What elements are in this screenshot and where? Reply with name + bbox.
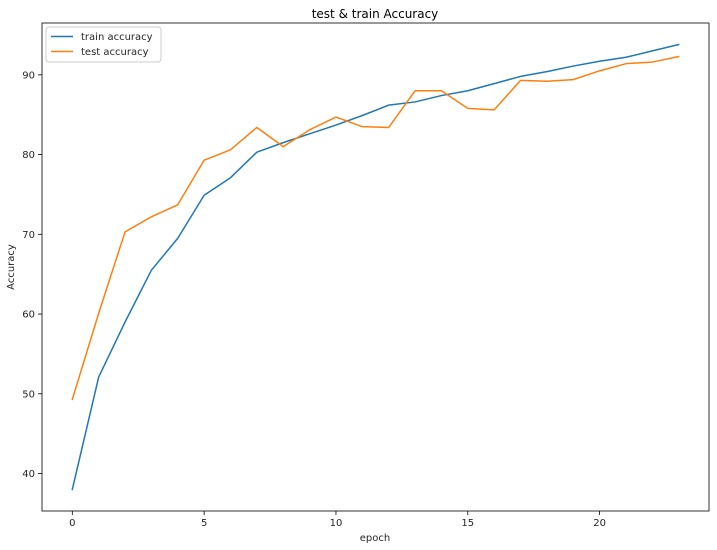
plot-frame <box>41 22 710 512</box>
y-tick-label: 90 <box>22 70 35 81</box>
x-tick-label: 20 <box>593 518 606 529</box>
legend-label-test: test accuracy <box>81 47 149 58</box>
y-axis-label: Accuracy <box>6 244 17 290</box>
x-tick-label: 0 <box>69 518 75 529</box>
y-tick-label: 40 <box>22 469 35 480</box>
x-tick-label: 15 <box>461 518 474 529</box>
legend-label-train: train accuracy <box>81 32 153 43</box>
chart-title: test & train Accuracy <box>312 7 439 21</box>
y-tick-label: 50 <box>22 389 35 400</box>
legend-box <box>45 26 162 63</box>
x-axis-label: epoch <box>360 533 390 544</box>
y-tick-label: 70 <box>22 230 35 241</box>
x-tick-label: 5 <box>201 518 207 529</box>
y-tick-label: 80 <box>22 150 35 161</box>
y-axis: 40 50 60 70 80 90 <box>22 70 42 480</box>
series-line-test-accuracy <box>71 55 680 401</box>
series-line-train-accuracy <box>71 43 680 491</box>
y-tick-label: 60 <box>22 310 35 321</box>
legend: train accuracy test accuracy <box>45 26 162 63</box>
x-tick-label: 10 <box>330 518 343 529</box>
series-layer <box>71 43 680 491</box>
x-axis: 0 5 10 15 20 <box>69 511 606 529</box>
